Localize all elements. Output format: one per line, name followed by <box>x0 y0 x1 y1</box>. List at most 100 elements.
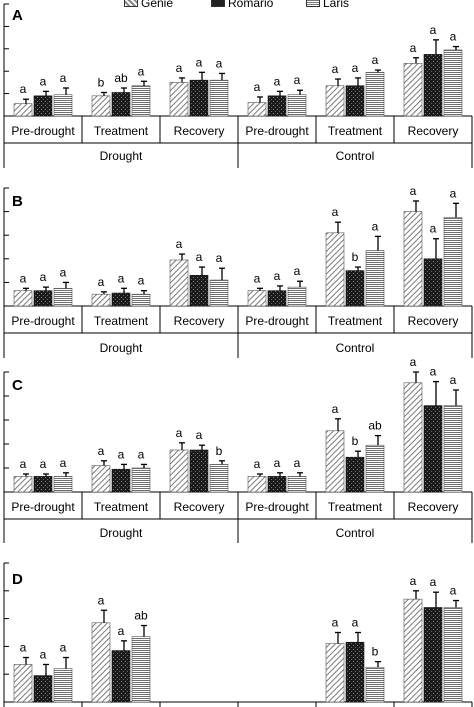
category-label: Treatment <box>94 314 149 328</box>
significance-label: a <box>372 53 379 67</box>
significance-label: a <box>372 219 379 233</box>
bar-laris <box>365 250 385 307</box>
bar-romario <box>423 607 443 703</box>
significance-label: a <box>60 456 67 470</box>
category-label: Recovery <box>408 314 459 328</box>
bar-genie <box>325 232 345 307</box>
significance-label: ab <box>114 71 128 85</box>
significance-label: a <box>138 64 145 78</box>
significance-label: a <box>332 402 339 416</box>
legend-swatch-laris <box>306 0 320 7</box>
legend: Genie Romario Laris <box>0 0 474 9</box>
bar-romario <box>33 290 53 307</box>
legend-swatch-genie <box>124 0 138 7</box>
significance-label: a <box>332 205 339 219</box>
significance-label: a <box>216 56 223 70</box>
bar-laris <box>443 405 463 493</box>
legend-label-romario: Romario <box>228 0 274 10</box>
bar-genie <box>169 259 189 307</box>
category-label: Pre-drought <box>11 314 75 328</box>
bar-genie <box>91 293 111 307</box>
significance-label: a <box>352 616 359 630</box>
significance-label: b <box>98 75 105 89</box>
significance-label: a <box>430 222 437 236</box>
category-label: Treatment <box>94 124 149 138</box>
significance-label: a <box>294 73 301 87</box>
significance-label: a <box>176 426 183 440</box>
group-label: Drought <box>100 526 143 540</box>
bar-genie <box>13 476 33 493</box>
bar-romario <box>189 79 209 117</box>
category-label: Recovery <box>174 124 225 138</box>
bar-laris <box>53 668 73 703</box>
group-label: Control <box>336 341 375 355</box>
category-label: Recovery <box>174 314 225 328</box>
bar-laris <box>365 666 385 703</box>
bar-laris <box>131 293 151 307</box>
group-label: Control <box>336 149 375 163</box>
bar-genie <box>91 465 111 493</box>
panel-letter: A <box>12 7 23 24</box>
bar-genie <box>325 430 345 493</box>
significance-label: a <box>410 41 417 55</box>
panel-a: A Pre-drought Treatment Recovery Pre-drought… <box>3 3 473 168</box>
category-label: Recovery <box>408 124 459 138</box>
significance-label: ab <box>368 419 382 433</box>
significance-label: a <box>20 457 27 471</box>
significance-label: a <box>294 456 301 470</box>
bar-genie <box>247 290 267 307</box>
bar-genie <box>403 382 423 493</box>
bar-romario <box>345 270 365 307</box>
significance-label: a <box>450 30 457 44</box>
legend-item-genie: Genie <box>124 0 173 9</box>
significance-label: a <box>332 616 339 630</box>
significance-label: a <box>118 271 125 285</box>
bar-genie <box>403 63 423 117</box>
significance-label: ab <box>134 609 148 623</box>
significance-label: a <box>20 641 27 655</box>
bar-genie <box>169 82 189 117</box>
significance-label: a <box>274 456 281 470</box>
significance-label: a <box>216 251 223 265</box>
bar-laris <box>365 72 385 117</box>
significance-label: a <box>40 647 47 661</box>
significance-label: a <box>450 186 457 200</box>
significance-label: a <box>410 184 417 198</box>
bar-genie <box>247 102 267 117</box>
significance-label: a <box>430 575 437 589</box>
legend-swatch-romario <box>211 0 225 7</box>
significance-label: a <box>196 250 203 264</box>
bar-laris <box>131 467 151 493</box>
bar-laris <box>287 286 307 307</box>
significance-label: a <box>254 80 261 94</box>
bar-romario <box>423 258 443 307</box>
significance-label: a <box>40 270 47 284</box>
significance-label: a <box>138 274 145 288</box>
group-label: Drought <box>100 149 143 163</box>
bar-genie <box>325 643 345 703</box>
bar-romario <box>267 290 287 307</box>
bar-laris <box>287 476 307 493</box>
category-label: Recovery <box>174 500 225 514</box>
legend-item-romario: Romario <box>211 0 273 9</box>
significance-label: a <box>332 62 339 76</box>
significance-label: a <box>138 447 145 461</box>
bar-genie <box>91 622 111 703</box>
bar-laris <box>365 444 385 493</box>
bar-romario <box>267 476 287 493</box>
category-label: Recovery <box>408 500 459 514</box>
bar-romario <box>111 468 131 493</box>
bar-laris <box>53 476 73 493</box>
significance-label: a <box>60 265 67 279</box>
significance-label: b <box>216 444 223 458</box>
significance-label: a <box>20 82 27 96</box>
category-label: Treatment <box>328 124 383 138</box>
bar-romario <box>345 85 365 117</box>
bar-romario <box>33 476 53 493</box>
group-label: Drought <box>100 341 143 355</box>
bar-genie <box>403 598 423 703</box>
category-label: Pre-drought <box>245 314 309 328</box>
significance-label: a <box>40 457 47 471</box>
